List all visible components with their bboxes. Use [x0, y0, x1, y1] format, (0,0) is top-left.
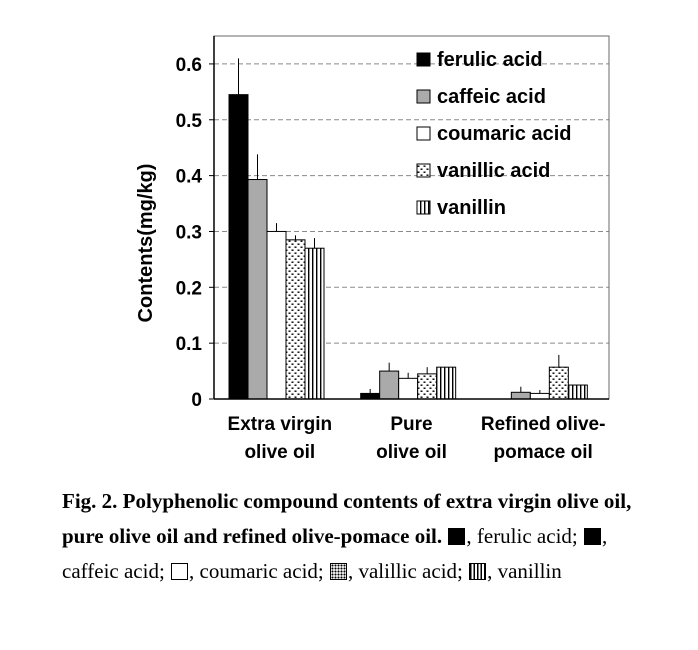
solid-square-icon: [583, 528, 601, 545]
bar: [510, 391, 531, 400]
bar: [379, 370, 400, 400]
bar: [228, 94, 249, 400]
bar: [398, 377, 419, 400]
bar: [266, 230, 287, 400]
bar: [360, 392, 381, 400]
caption-item-vanillin: , vanillin: [487, 559, 562, 583]
x-tick-label: pomace oil: [494, 442, 593, 463]
caption-item-caffeic: , caffeic acid;: [62, 524, 608, 583]
legend-swatch: [416, 200, 431, 215]
y-tick-label: 0.4: [176, 167, 203, 188]
legend-swatch: [416, 163, 431, 178]
bar: [247, 179, 268, 400]
figure-caption: Fig. 2. Polyphenolic compound contents o…: [62, 484, 658, 589]
legend-swatch: [416, 126, 431, 141]
caption-item-ferulic: , ferulic acid;: [466, 524, 583, 548]
x-tick-label: olive oil: [244, 442, 315, 463]
bar: [436, 366, 457, 400]
y-tick-label: 0.6: [176, 55, 202, 76]
caption-item-coumaric: , coumaric acid;: [189, 559, 329, 583]
bar: [304, 247, 325, 400]
bar: [285, 239, 306, 400]
y-tick-label: 0.2: [176, 278, 202, 299]
legend-label: coumaric acid: [437, 123, 572, 145]
empty-square-icon: [171, 563, 189, 580]
legend-label: vanillin: [437, 197, 506, 219]
bar: [567, 384, 588, 400]
bar: [548, 366, 569, 400]
dotted-square-icon: [329, 563, 347, 580]
legend-swatch: [416, 89, 431, 104]
solid-square-icon: [448, 528, 466, 545]
x-tick-label: Refined olive-: [481, 414, 606, 435]
legend-label: caffeic acid: [437, 86, 546, 108]
caption-title: Fig. 2. Polyphenolic compound contents o…: [62, 489, 632, 548]
bar: [529, 392, 550, 400]
legend-swatch: [416, 52, 431, 67]
caption-item-vanillic: , valillic acid;: [347, 559, 469, 583]
x-tick-label: olive oil: [376, 442, 447, 463]
y-tick-label: 0.3: [176, 222, 202, 243]
y-tick-label: 0.1: [176, 334, 203, 355]
y-tick-label: 0: [191, 390, 202, 411]
axes: 0 0.1 0.2 0.3 0.4 0.5 0.6 Extra virgin olive oil…: [176, 35, 610, 463]
x-tick-label: Extra virgin: [228, 414, 333, 435]
bar: [417, 373, 438, 400]
legend-label: ferulic acid: [437, 49, 543, 71]
y-tick-label: 0.5: [176, 111, 203, 132]
y-axis-label: Contents(mg/kg): [135, 164, 157, 323]
x-tick-label: Pure: [390, 414, 432, 435]
bars: [228, 58, 588, 400]
legend: ferulic acid caffeic acid coumaric acid van…: [416, 49, 572, 219]
legend-label: vanillic acid: [437, 160, 550, 182]
striped-square-icon: [469, 563, 487, 580]
bar-chart: 0 0.1 0.2 0.3 0.4 0.5 0.6 Extra virgin olive oil…: [135, 35, 610, 463]
